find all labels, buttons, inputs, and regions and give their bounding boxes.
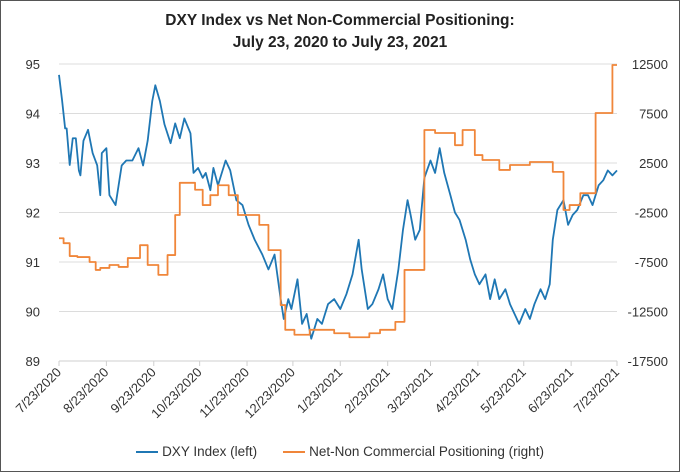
y-right-tick-label: -7500 xyxy=(635,255,668,270)
y-left-tick-label: 93 xyxy=(26,156,40,171)
legend-label-positioning: Net-Non Commercial Positioning (right) xyxy=(309,444,544,459)
x-tick-label: 1/23/2021 xyxy=(294,365,346,417)
legend-swatch-dxy xyxy=(136,450,159,453)
legend-swatch-positioning xyxy=(283,450,306,453)
x-tick-label: 5/23/2021 xyxy=(477,365,529,417)
chart-title: DXY Index vs Net Non-Commercial Position… xyxy=(165,12,515,29)
y-right-tick-label: -12500 xyxy=(628,305,668,320)
x-tick-label: 2/23/2021 xyxy=(341,365,393,417)
legend-label-dxy: DXY Index (left) xyxy=(162,444,258,459)
y-right-tick-label: -17500 xyxy=(628,354,668,369)
y-right-tick-label: -2500 xyxy=(635,206,668,221)
x-tick-label: 7/23/2020 xyxy=(13,365,65,417)
positioning-series-line xyxy=(59,64,617,339)
y-right-tick-label: 12500 xyxy=(632,57,668,72)
legend-item-positioning[interactable]: Net-Non Commercial Positioning (right) xyxy=(283,444,544,459)
legend: DXY Index (left) Net-Non Commercial Posi… xyxy=(0,444,680,459)
y-left-tick-label: 92 xyxy=(26,206,40,221)
x-tick-label: 3/23/2021 xyxy=(384,365,436,417)
chart-subtitle: July 23, 2020 to July 23, 2021 xyxy=(232,34,448,51)
y-left-tick-label: 89 xyxy=(26,354,40,369)
x-tick-label: 8/23/2020 xyxy=(60,365,112,417)
x-tick-label: 4/23/2021 xyxy=(431,365,483,417)
y-right-tick-label: 7500 xyxy=(639,107,668,122)
y-left-tick-label: 91 xyxy=(26,255,40,270)
y-right-tick-label: 2500 xyxy=(639,156,668,171)
dxy-series-line xyxy=(58,74,618,340)
y-left-tick-label: 90 xyxy=(26,305,40,320)
legend-item-dxy[interactable]: DXY Index (left) xyxy=(136,444,257,459)
y-left-tick-label: 94 xyxy=(26,107,40,122)
x-tick-label: 6/23/2021 xyxy=(525,365,577,417)
y-left-tick-label: 95 xyxy=(26,57,40,72)
x-tick-label: 7/23/2021 xyxy=(571,365,623,417)
